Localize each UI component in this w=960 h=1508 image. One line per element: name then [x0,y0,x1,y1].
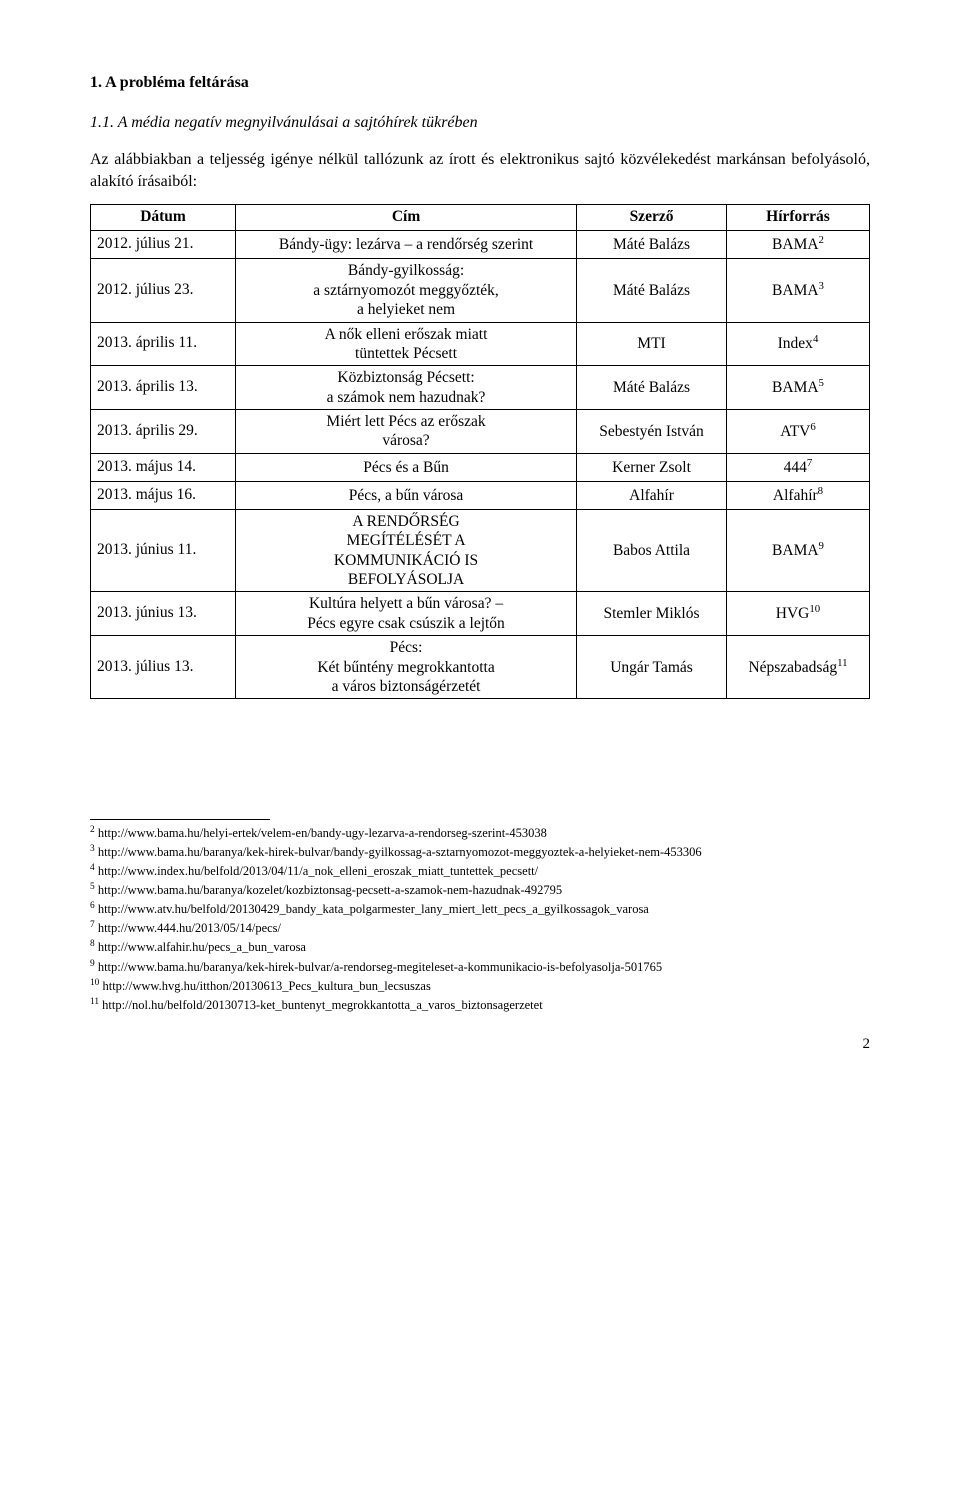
cell-author: Sebestyén István [577,410,727,454]
table-row: 2013. április 29.Miért lett Pécs az erős… [91,410,870,454]
cell-author: Máté Balázs [577,231,727,259]
table-row: 2013. május 14.Pécs és a BűnKerner Zsolt… [91,453,870,481]
cell-author: Kerner Zsolt [577,453,727,481]
footnote-separator [90,819,270,820]
page-number: 2 [90,1034,870,1054]
table-row: 2012. július 23.Bándy-gyilkosság:a sztár… [91,259,870,322]
cell-author: Máté Balázs [577,366,727,410]
footnote: 6 http://www.atv.hu/belfold/20130429_ban… [90,900,870,918]
col-title: Cím [236,205,577,231]
intro-paragraph: Az alábbiakban a teljesség igénye nélkül… [90,149,870,192]
table-row: 2013. június 11.A RENDŐRSÉGMEGÍTÉLÉSÉT A… [91,509,870,592]
cell-title: A nők elleni erőszak miatttüntettek Pécs… [236,322,577,366]
cell-title: Közbiztonság Pécsett:a számok nem hazudn… [236,366,577,410]
footnote: 2 http://www.bama.hu/helyi-ertek/velem-e… [90,824,870,842]
footnote: 7 http://www.444.hu/2013/05/14/pecs/ [90,919,870,937]
cell-source: BAMA5 [727,366,870,410]
footnote: 8 http://www.alfahir.hu/pecs_a_bun_varos… [90,938,870,956]
table-row: 2013. május 16.Pécs, a bűn városaAlfahír… [91,481,870,509]
table-row: 2013. április 11.A nők elleni erőszak mi… [91,322,870,366]
table-row: 2012. július 21.Bándy-ügy: lezárva – a r… [91,231,870,259]
cell-source: HVG10 [727,592,870,636]
cell-source: Alfahír8 [727,481,870,509]
table-row: 2013. július 13.Pécs:Két bűntény megrokk… [91,636,870,699]
cell-date: 2013. június 11. [91,509,236,592]
media-table: Dátum Cím Szerző Hírforrás 2012. július … [90,204,870,699]
cell-date: 2012. július 23. [91,259,236,322]
cell-source: BAMA9 [727,509,870,592]
cell-author: Stemler Miklós [577,592,727,636]
footnote: 4 http://www.index.hu/belfold/2013/04/11… [90,862,870,880]
cell-date: 2013. április 29. [91,410,236,454]
cell-author: Alfahír [577,481,727,509]
cell-title: A RENDŐRSÉGMEGÍTÉLÉSÉT AKOMMUNIKÁCIÓ ISB… [236,509,577,592]
cell-title: Pécs:Két bűntény megrokkantottaa város b… [236,636,577,699]
subsection-heading: 1.1. A média negatív megnyilvánulásai a … [90,112,870,134]
table-row: 2013. április 13.Közbiztonság Pécsett:a … [91,366,870,410]
cell-source: BAMA2 [727,231,870,259]
cell-date: 2012. július 21. [91,231,236,259]
footnote: 5 http://www.bama.hu/baranya/kozelet/koz… [90,881,870,899]
col-source: Hírforrás [727,205,870,231]
cell-title: Pécs és a Bűn [236,453,577,481]
cell-title: Bándy-ügy: lezárva – a rendőrség szerint [236,231,577,259]
cell-date: 2013. május 16. [91,481,236,509]
footnote: 9 http://www.bama.hu/baranya/kek-hirek-b… [90,958,870,976]
cell-title: Pécs, a bűn városa [236,481,577,509]
cell-author: Ungár Tamás [577,636,727,699]
cell-author: MTI [577,322,727,366]
cell-source: 4447 [727,453,870,481]
footnote: 10 http://www.hvg.hu/itthon/20130613_Pec… [90,977,870,995]
cell-title: Bándy-gyilkosság:a sztárnyomozót meggyőz… [236,259,577,322]
cell-date: 2013. június 13. [91,592,236,636]
cell-source: BAMA3 [727,259,870,322]
cell-title: Miért lett Pécs az erőszakvárosa? [236,410,577,454]
cell-date: 2013. április 11. [91,322,236,366]
table-header-row: Dátum Cím Szerző Hírforrás [91,205,870,231]
cell-date: 2013. május 14. [91,453,236,481]
cell-author: Máté Balázs [577,259,727,322]
table-row: 2013. június 13.Kultúra helyett a bűn vá… [91,592,870,636]
section-heading: 1. A probléma feltárása [90,72,870,94]
footnotes-block: 2 http://www.bama.hu/helyi-ertek/velem-e… [90,824,870,1013]
cell-date: 2013. április 13. [91,366,236,410]
footnote: 3 http://www.bama.hu/baranya/kek-hirek-b… [90,843,870,861]
footnote: 11 http://nol.hu/belfold/20130713-ket_bu… [90,996,870,1014]
cell-title: Kultúra helyett a bűn városa? –Pécs egyr… [236,592,577,636]
col-date: Dátum [91,205,236,231]
cell-source: Index4 [727,322,870,366]
cell-source: ATV6 [727,410,870,454]
col-author: Szerző [577,205,727,231]
cell-source: Népszabadság11 [727,636,870,699]
cell-date: 2013. július 13. [91,636,236,699]
cell-author: Babos Attila [577,509,727,592]
